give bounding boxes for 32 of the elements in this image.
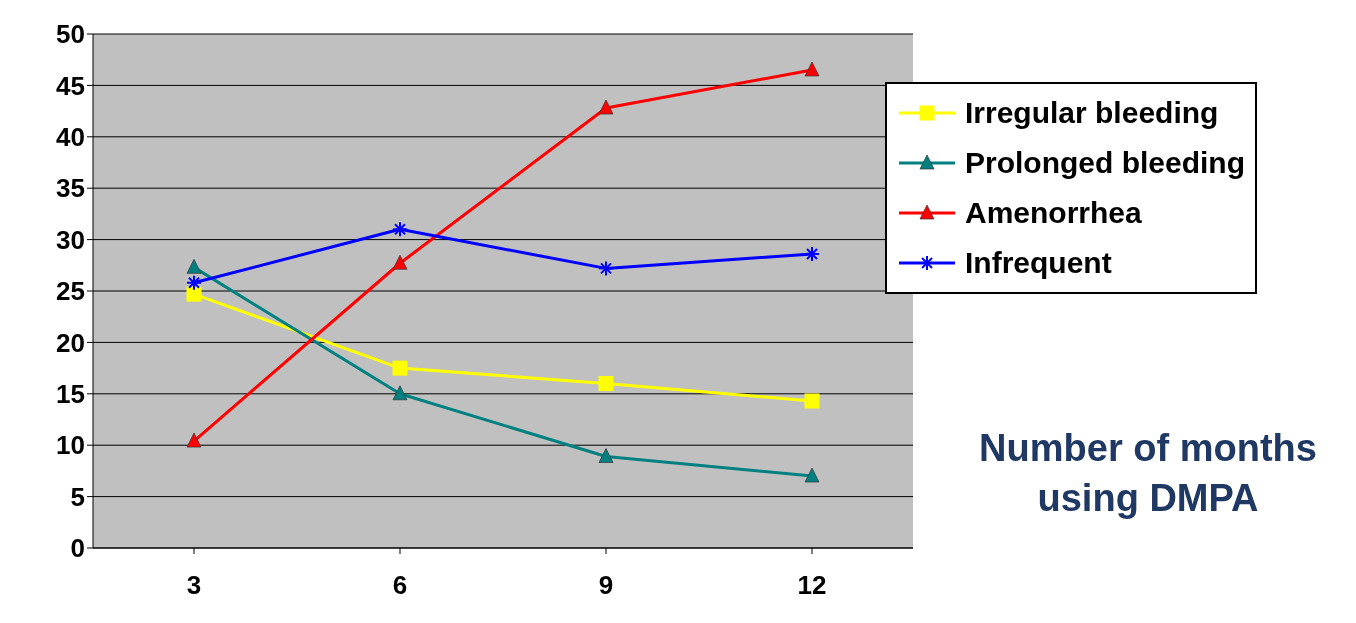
- point: [804, 393, 820, 409]
- y-tick-label: 45: [56, 70, 85, 101]
- text: Number of months using DMPA: [978, 426, 1318, 521]
- point: [186, 432, 202, 448]
- point: [598, 99, 614, 115]
- y-tick-label: 40: [56, 122, 85, 153]
- y-tick-label: 10: [56, 430, 85, 461]
- y-tick-label: 20: [56, 327, 85, 358]
- y-tick-label: 0: [70, 533, 85, 564]
- x-tick-label: 12: [797, 570, 827, 601]
- legend-label: Prolonged bleeding: [965, 146, 1246, 180]
- point: [598, 448, 614, 463]
- point: [804, 61, 820, 77]
- legend-label: Amenorrhea: [965, 196, 1142, 230]
- point: [392, 254, 408, 270]
- legend-label: Infrequent: [965, 246, 1112, 280]
- y-tick-label: 30: [56, 224, 85, 255]
- x-tick-label: 9: [598, 570, 614, 601]
- point: [392, 360, 408, 376]
- legend-label: Irregular bleeding: [965, 96, 1219, 130]
- point: [804, 467, 820, 483]
- y-tick-label: 15: [56, 379, 85, 410]
- point: [392, 385, 408, 401]
- x-tick-label: 6: [392, 570, 408, 601]
- y-tick-label: 35: [56, 173, 85, 204]
- point: [598, 376, 614, 392]
- point: [186, 259, 202, 274]
- x-tick-label: 3: [186, 570, 202, 601]
- y-tick-label: 50: [56, 19, 85, 50]
- y-tick-label: 5: [70, 481, 85, 512]
- y-tick-label: 25: [56, 276, 85, 307]
- point: [186, 286, 202, 302]
